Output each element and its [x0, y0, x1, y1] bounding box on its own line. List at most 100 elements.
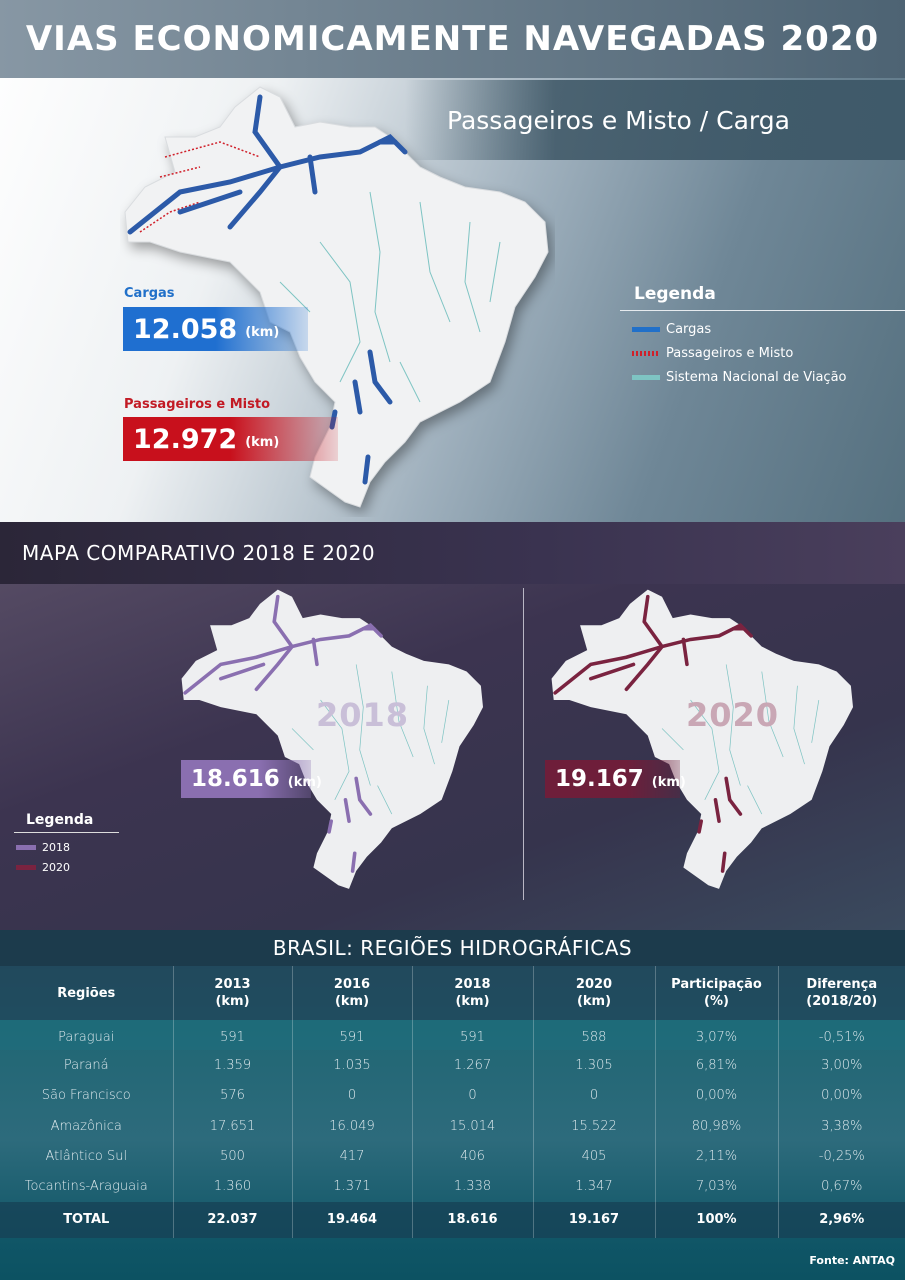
table-cell: 591 [292, 1020, 413, 1051]
cargas-value: 12.058 [133, 313, 238, 345]
table-cell: 406 [412, 1141, 534, 1172]
table-cell: 588 [533, 1020, 656, 1051]
total-cell: 19.167 [533, 1201, 656, 1238]
legend-label: 2018 [42, 840, 70, 854]
table-cell: 15.522 [533, 1110, 656, 1142]
legend-label: 2020 [42, 860, 70, 874]
header-unit: (km) [215, 994, 250, 1009]
table-cell: 0,00% [655, 1080, 779, 1111]
table-cell: 0,67% [821, 1179, 863, 1195]
region-name: Amazônica [0, 1110, 174, 1142]
header-label: 2020 [575, 977, 613, 992]
table-cell: 6,81% [655, 1050, 779, 1081]
table-row: São Francisco 576 0 0 0 0,00% 0,00% [0, 1080, 905, 1111]
page-title: VIAS ECONOMICAMENTE NAVEGADAS 2020 [25, 19, 880, 59]
passageiros-label: Passageiros e Misto [124, 397, 271, 412]
table-cell: 3,00% [821, 1057, 863, 1073]
legend-item-cargas: Cargas [632, 317, 905, 341]
passageiros-value-box: 12.972 (km) [123, 417, 338, 461]
table-header-row: Regiões 2013 (km) 2016 (km) 2018 (km) 2020 (km) P… [0, 966, 905, 1020]
title-bar: VIAS ECONOMICAMENTE NAVEGADAS 2020 [0, 0, 905, 78]
value-2020: 19.167 [555, 766, 644, 792]
cargas-label: Cargas [124, 286, 175, 301]
table-cell: 405 [533, 1141, 656, 1172]
subtitle: Passageiros e Misto / Carga [447, 105, 790, 135]
legend-label: Sistema Nacional de Viação [666, 369, 847, 385]
header-label: Participação [671, 977, 762, 992]
table-cell: 591 [173, 1020, 293, 1051]
table-cell: 0 [533, 1080, 656, 1111]
source-note: Fonte: ANTAQ [809, 1254, 895, 1267]
legend-title: Legenda [620, 284, 905, 311]
legend-top: Legenda Cargas Passageiros e Misto Siste… [620, 284, 905, 389]
table-cell: 591 [412, 1020, 534, 1051]
legend-item-2018: 2018 [16, 837, 119, 857]
table-row: Tocantins-Araguaia 1.360 1.371 1.338 1.347 7,… [0, 1171, 905, 1202]
column-header: 2016 (km) [292, 966, 413, 1020]
year-label-2018: 2018 [316, 696, 410, 734]
table-cell: 2,11% [655, 1141, 779, 1172]
region-name: São Francisco [0, 1080, 174, 1111]
table-cell: 16.049 [292, 1110, 413, 1142]
legend-item-snv: Sistema Nacional de Viação [632, 365, 905, 389]
column-header: Participação (%) [655, 966, 779, 1020]
table-cell: -0,25% [818, 1148, 865, 1164]
legend-label: Passageiros e Misto [666, 345, 794, 361]
region-name: Paraguai [0, 1020, 174, 1051]
header-label: 2016 [333, 977, 371, 992]
header-unit: (km) [576, 994, 612, 1009]
header-label: Regiões [57, 985, 116, 1001]
value-2018: 18.616 [191, 766, 280, 792]
year-label-2020: 2020 [686, 696, 780, 734]
table-cell: 0 [412, 1080, 534, 1111]
table-row: Paraguai 591 591 591 588 3,07% -0,51% [0, 1020, 905, 1051]
legend-item-passageiros: Passageiros e Misto [632, 341, 905, 365]
table-cell: 1.267 [412, 1050, 534, 1081]
table-cell: 576 [173, 1080, 293, 1111]
legend-comparison: Legenda 2018 2020 [14, 812, 119, 877]
region-name: Atlântico Sul [0, 1141, 174, 1172]
table-cell: 1.347 [533, 1171, 656, 1202]
snv-swatch [632, 374, 660, 380]
legend-title: Legenda [14, 812, 119, 833]
passenger-routes [139, 141, 261, 233]
total-cell: TOTAL [0, 1201, 174, 1238]
table-cell: 500 [173, 1141, 293, 1172]
table-row: Paraná 1.359 1.035 1.267 1.305 6,81% 3,00% [0, 1050, 905, 1081]
table-cell: 3,38% [821, 1118, 863, 1134]
column-header: Regiões [0, 966, 174, 1020]
table-cell: 80,98% [655, 1110, 779, 1142]
table-cell: 0,00% [821, 1088, 863, 1104]
table-row: Atlântico Sul 500 417 406 405 2,11% -0,25% [0, 1141, 905, 1172]
table-cell: 0 [292, 1080, 413, 1111]
header-label: Diferença [806, 977, 878, 992]
brazil-map-main [124, 86, 549, 508]
brazil-map-2020 [551, 589, 854, 889]
header-label: 2018 [454, 977, 491, 992]
table-cell: 15.014 [412, 1110, 534, 1142]
table-cell: 1.035 [292, 1050, 413, 1081]
column-header: 2020 (km) [533, 966, 656, 1020]
header-unit: (km) [455, 994, 490, 1009]
total-cell: 2,96% [778, 1201, 905, 1238]
unit-2018: (km) [287, 774, 322, 790]
table-cell: 417 [292, 1141, 413, 1172]
value-box-2020: 19.167 (km) [545, 760, 686, 798]
map-divider [523, 588, 524, 900]
legend-item-2020: 2020 [16, 857, 119, 877]
table-cell: 3,07% [655, 1020, 779, 1051]
regions-table: Regiões 2013 (km) 2016 (km) 2018 (km) 2020 (km) P… [0, 966, 905, 1238]
subtitle-band: Passageiros e Misto / Carga [405, 80, 905, 160]
table-cell: 17.651 [173, 1110, 293, 1142]
cargas-unit: (km) [245, 324, 280, 340]
total-cell: 18.616 [412, 1201, 534, 1238]
header-unit: (%) [704, 994, 729, 1009]
total-cell: 19.464 [292, 1201, 413, 1238]
table-total-row: TOTAL 22.037 19.464 18.616 19.167 100% 2,96% [0, 1201, 905, 1238]
passageiros-value: 12.972 [133, 423, 238, 455]
region-name: Paraná [0, 1050, 174, 1081]
swatch-2018 [16, 844, 36, 850]
unit-2020: (km) [651, 774, 686, 790]
passageiros-swatch [632, 350, 660, 356]
table-row: Amazônica 17.651 16.049 15.014 15.522 80,98% 3… [0, 1110, 905, 1142]
